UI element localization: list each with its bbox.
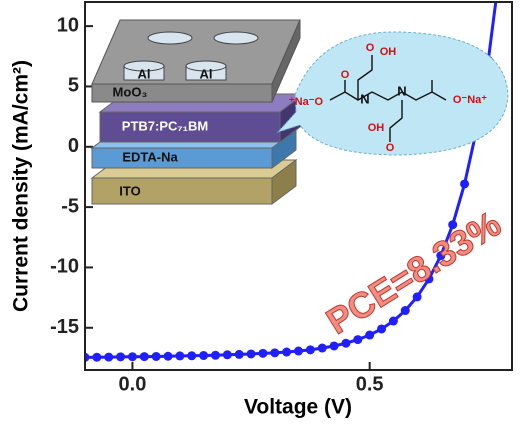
data-point — [294, 346, 303, 356]
atom-label: OH — [368, 122, 385, 134]
pce-annotation: PCE=8.33% — [319, 203, 508, 342]
data-point — [104, 352, 114, 362]
data-point — [199, 351, 209, 361]
atom-label: OH — [380, 46, 397, 58]
molecule-bubble: OH O N N O OH O ⁺Na⁻O O⁻Na⁺ — [276, 31, 509, 156]
atom-label: ⁺Na⁻O — [289, 96, 324, 108]
data-point — [163, 351, 173, 361]
electrode-label: Al — [138, 66, 151, 81]
atom-label: O — [366, 42, 375, 54]
data-point — [400, 306, 410, 316]
x-tick-label: 0.0 — [119, 373, 147, 395]
y-tick-label: 0 — [68, 135, 79, 157]
data-point — [353, 335, 363, 345]
data-point — [305, 345, 315, 355]
data-point — [270, 348, 280, 358]
data-point — [365, 330, 375, 340]
data-point — [246, 349, 256, 359]
data-point — [151, 351, 161, 361]
data-point — [388, 316, 398, 326]
x-axis-title: Voltage (V) — [244, 396, 352, 419]
data-point — [436, 251, 446, 261]
y-axis-title: Current density (mA/cm²) — [10, 60, 33, 312]
data-point — [412, 292, 422, 302]
data-point — [175, 351, 185, 361]
data-point — [317, 343, 327, 353]
data-point — [448, 220, 458, 230]
atom-label: N — [397, 83, 406, 98]
data-point — [139, 352, 149, 362]
data-point — [460, 179, 470, 189]
layer-label: ITO — [119, 183, 140, 198]
y-tick-label: -10 — [50, 256, 79, 278]
layer-label: EDTA-Na — [122, 149, 178, 164]
data-point — [282, 347, 292, 357]
data-point — [377, 324, 387, 334]
plot-frame — [84, 1, 513, 371]
data-point — [210, 350, 220, 360]
data-point — [258, 348, 268, 358]
device-inset: Al Al MoO₃ PTB7:PC₇₁BM EDTA-Na ITO — [90, 19, 306, 205]
y-tick-label: 5 — [68, 75, 79, 97]
layer-label: PTB7:PC₇₁BM — [122, 118, 208, 133]
data-point — [234, 349, 244, 359]
x-tick-label: 0.5 — [356, 373, 384, 395]
data-point — [341, 338, 351, 348]
data-point — [85, 352, 90, 362]
data-point — [116, 352, 126, 362]
data-point — [127, 352, 137, 362]
atom-label: O — [341, 69, 350, 81]
y-tick-label: -5 — [61, 195, 79, 217]
layer-label: MoO₃ — [113, 84, 148, 99]
data-point — [424, 274, 434, 284]
data-point — [222, 350, 232, 360]
y-tick-label: 10 — [57, 14, 79, 36]
atom-label: O⁻Na⁺ — [453, 94, 487, 106]
y-tick-label: -15 — [50, 316, 79, 338]
data-point — [329, 341, 339, 351]
atom-label: N — [360, 91, 369, 106]
data-point — [92, 352, 102, 362]
data-point — [187, 351, 197, 361]
electrode-label: Al — [200, 66, 213, 81]
atom-label: O — [386, 142, 395, 154]
